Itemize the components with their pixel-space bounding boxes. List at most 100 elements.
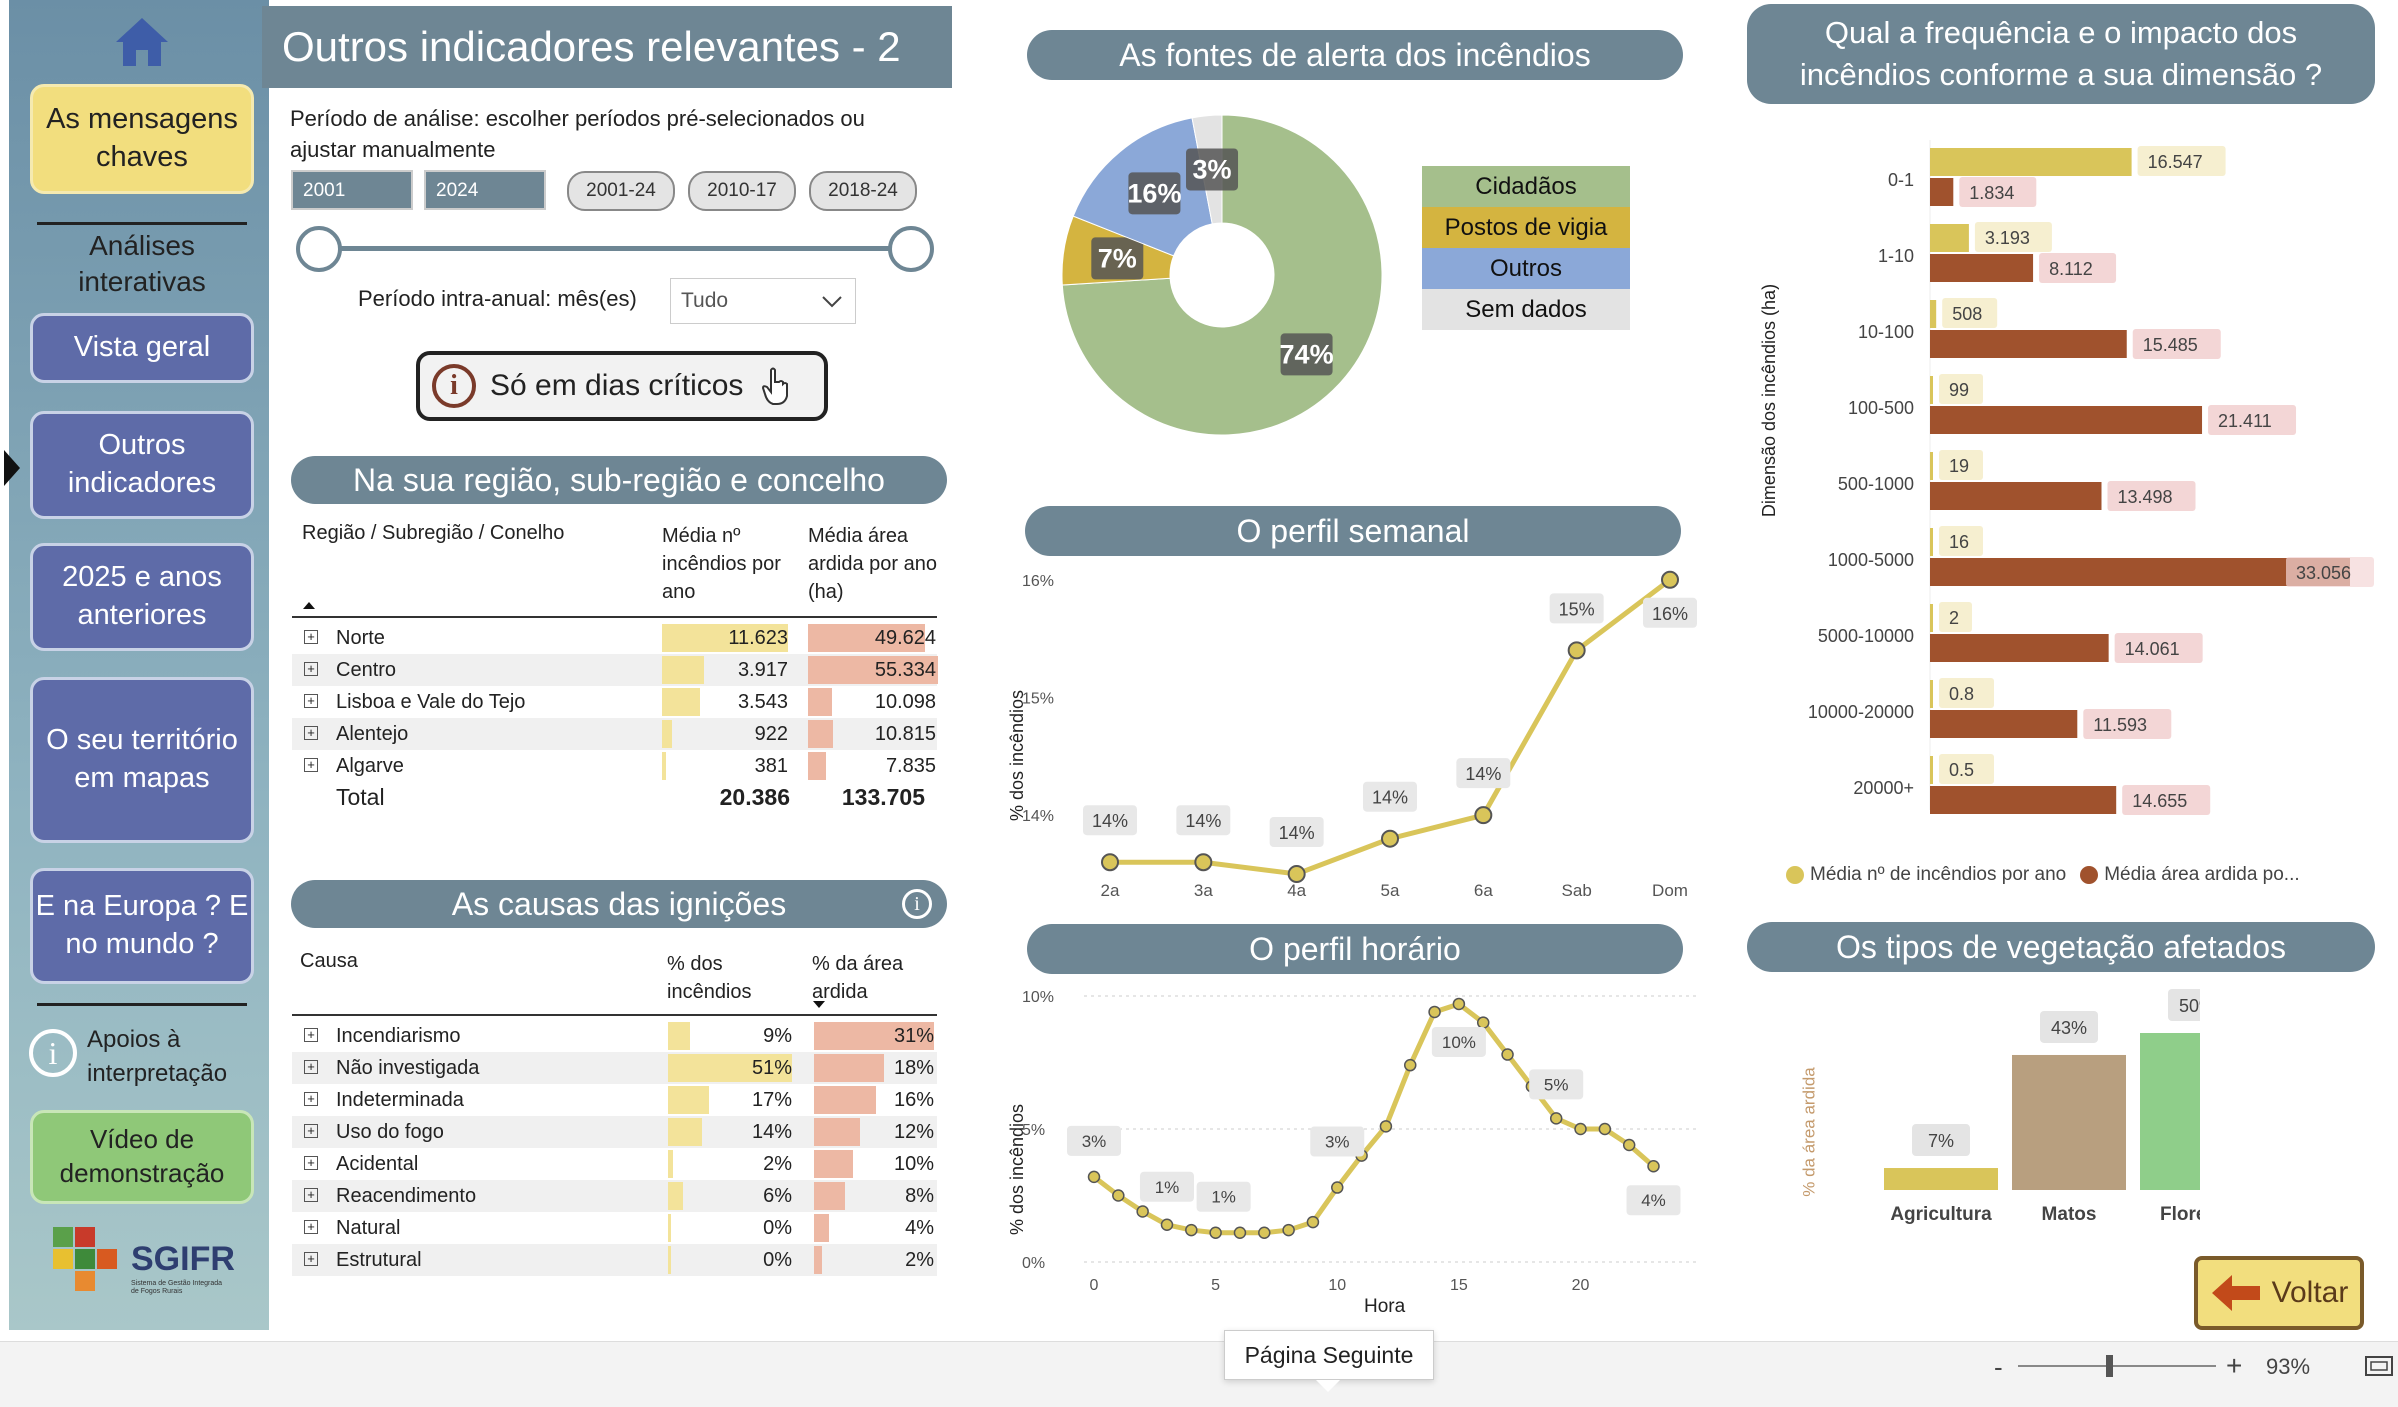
table-row[interactable]: + Indeterminada 17% 16% xyxy=(292,1084,937,1116)
x-tick-label: 20 xyxy=(1572,1277,1590,1294)
critical-days-button[interactable]: i Só em dias críticos xyxy=(416,351,828,421)
table-row[interactable]: + Uso do fogo 14% 12% xyxy=(292,1116,937,1148)
back-button[interactable]: Voltar xyxy=(2194,1256,2364,1330)
end-year-input[interactable]: 2024 xyxy=(424,170,546,210)
video-button[interactable]: Vídeo de demonstração xyxy=(30,1110,254,1204)
table-row[interactable]: + Acidental 2% 10% xyxy=(292,1148,937,1180)
expand-icon[interactable]: + xyxy=(304,1124,318,1138)
key-messages-button[interactable]: As mensagens chaves xyxy=(30,84,254,194)
zoom-out-button[interactable]: - xyxy=(1994,1352,2003,1382)
table-row[interactable]: + Alentejo 922 10.815 xyxy=(292,718,937,750)
year-2025-button[interactable]: 2025 e anos anteriores xyxy=(30,543,254,651)
fires-pct-databar xyxy=(668,1150,673,1178)
area-pct-databar xyxy=(814,1246,822,1274)
data-point xyxy=(1549,1112,1563,1125)
data-label: 0.5 xyxy=(1949,760,1974,780)
cause-name: Uso do fogo xyxy=(336,1121,444,1143)
cause-name: Indeterminada xyxy=(336,1089,464,1111)
expand-icon[interactable]: + xyxy=(304,1252,318,1266)
data-label: 7% xyxy=(1928,1131,1954,1151)
divider xyxy=(292,1014,937,1016)
slider-end-handle[interactable] xyxy=(888,226,934,272)
expand-icon[interactable]: + xyxy=(304,1156,318,1170)
overview-button[interactable]: Vista geral xyxy=(30,313,254,383)
preset-2010-17-button[interactable]: 2010-17 xyxy=(688,171,796,211)
area-value: 10.815 xyxy=(874,723,936,745)
expand-icon[interactable]: + xyxy=(304,1092,318,1106)
data-label: 14.655 xyxy=(2132,791,2187,811)
pie-data-label: 74% xyxy=(1280,339,1334,369)
table-row[interactable]: + Não investigada 51% 18% xyxy=(292,1052,937,1084)
y-tick-label: 1000-5000 xyxy=(1828,550,1914,570)
zoom-in-button[interactable]: + xyxy=(2226,1350,2243,1381)
europe-world-button[interactable]: E na Europa ? E no mundo ? xyxy=(30,868,254,984)
table-row[interactable]: + Natural 0% 4% xyxy=(292,1212,937,1244)
fires-value: 11.623 xyxy=(728,627,788,649)
period-label: Período de análise: escolher períodos pr… xyxy=(290,106,865,162)
table-row[interactable]: + Reacendimento 6% 8% xyxy=(292,1180,937,1212)
info-icon[interactable]: i xyxy=(29,1029,77,1077)
area-value: 7.835 xyxy=(885,755,936,777)
table-row[interactable]: + Algarve 381 7.835 xyxy=(292,750,937,782)
pie-data-label: 16% xyxy=(1127,178,1181,208)
pie-data-label: 7% xyxy=(1098,243,1137,273)
expand-icon[interactable]: + xyxy=(304,726,318,740)
info-icon[interactable]: i xyxy=(902,889,932,919)
data-label-box xyxy=(2132,329,2221,359)
zoom-slider-handle[interactable] xyxy=(2106,1355,2113,1377)
expand-icon[interactable]: + xyxy=(304,1028,318,1042)
zoom-slider[interactable] xyxy=(2018,1365,2216,1367)
data-label: 50% xyxy=(2179,996,2200,1016)
table-row[interactable]: + Norte 11.623 49.624 xyxy=(292,622,937,654)
area-pct-value: 2% xyxy=(905,1249,934,1271)
data-label-box xyxy=(1939,754,1994,784)
key-messages-label: As mensagens chaves xyxy=(46,103,238,173)
home-icon[interactable] xyxy=(114,14,170,70)
year-range-slider[interactable] xyxy=(318,246,912,251)
veg-bar xyxy=(1884,1168,1998,1190)
data-label-box xyxy=(2083,709,2172,739)
area-databar xyxy=(808,656,938,684)
preset-2018-24-button[interactable]: 2018-24 xyxy=(809,171,917,211)
other-indicators-label: Outros indicadores xyxy=(67,429,217,499)
year-2025-label: 2025 e anos anteriores xyxy=(62,561,222,631)
data-label: 99 xyxy=(1949,380,1969,400)
data-point xyxy=(1287,865,1306,883)
area-pct-value: 31% xyxy=(893,1025,934,1047)
expand-icon[interactable]: + xyxy=(304,694,318,708)
month-select[interactable]: Tudo xyxy=(670,278,856,324)
sort-desc-icon[interactable] xyxy=(812,1000,826,1010)
fires-databar xyxy=(662,656,705,684)
slider-start-handle[interactable] xyxy=(296,226,342,272)
expand-icon[interactable]: + xyxy=(304,630,318,644)
sort-icon[interactable] xyxy=(302,600,316,610)
expand-icon[interactable]: + xyxy=(304,1060,318,1074)
back-label: Voltar xyxy=(2271,1276,2349,1309)
territory-maps-button[interactable]: O seu território em mapas xyxy=(30,677,254,843)
area-bar xyxy=(1930,786,2117,814)
expand-icon[interactable]: + xyxy=(304,758,318,772)
table-row[interactable]: + Incendiarismo 9% 31% xyxy=(292,1020,937,1052)
expand-icon[interactable]: + xyxy=(304,662,318,676)
start-year-input[interactable]: 2001 xyxy=(291,170,413,210)
analysis-heading: Análises interativas xyxy=(78,230,206,298)
fires-bar xyxy=(1930,452,1933,480)
expand-icon[interactable]: + xyxy=(304,1188,318,1202)
y-tick-label: 0-1 xyxy=(1888,170,1914,190)
legend-item: Outros xyxy=(1422,248,1630,289)
hourly-section-title: O perfil horário xyxy=(1027,924,1683,974)
table-row[interactable]: + Lisboa e Vale do Tejo 3.543 10.098 xyxy=(292,686,937,718)
fit-page-icon[interactable] xyxy=(2364,1354,2394,1378)
size-legend: Média nº de incêndios por ano Média área… xyxy=(1786,864,2386,886)
preset-2001-24-button[interactable]: 2001-24 xyxy=(567,171,675,211)
area-pct-value: 16% xyxy=(893,1089,934,1111)
table-row[interactable]: + Estrutural 0% 2% xyxy=(292,1244,937,1276)
table-row[interactable]: + Centro 3.917 55.334 xyxy=(292,654,938,686)
active-indicator-icon xyxy=(4,450,20,486)
other-indicators-button[interactable]: Outros indicadores xyxy=(30,411,254,519)
fires-pct-databar xyxy=(668,1054,792,1082)
data-label-box xyxy=(2039,253,2117,283)
expand-icon[interactable]: + xyxy=(304,1220,318,1234)
support-link[interactable]: Apoios à interpretação xyxy=(87,1026,228,1087)
data-label-box xyxy=(1643,597,1697,628)
